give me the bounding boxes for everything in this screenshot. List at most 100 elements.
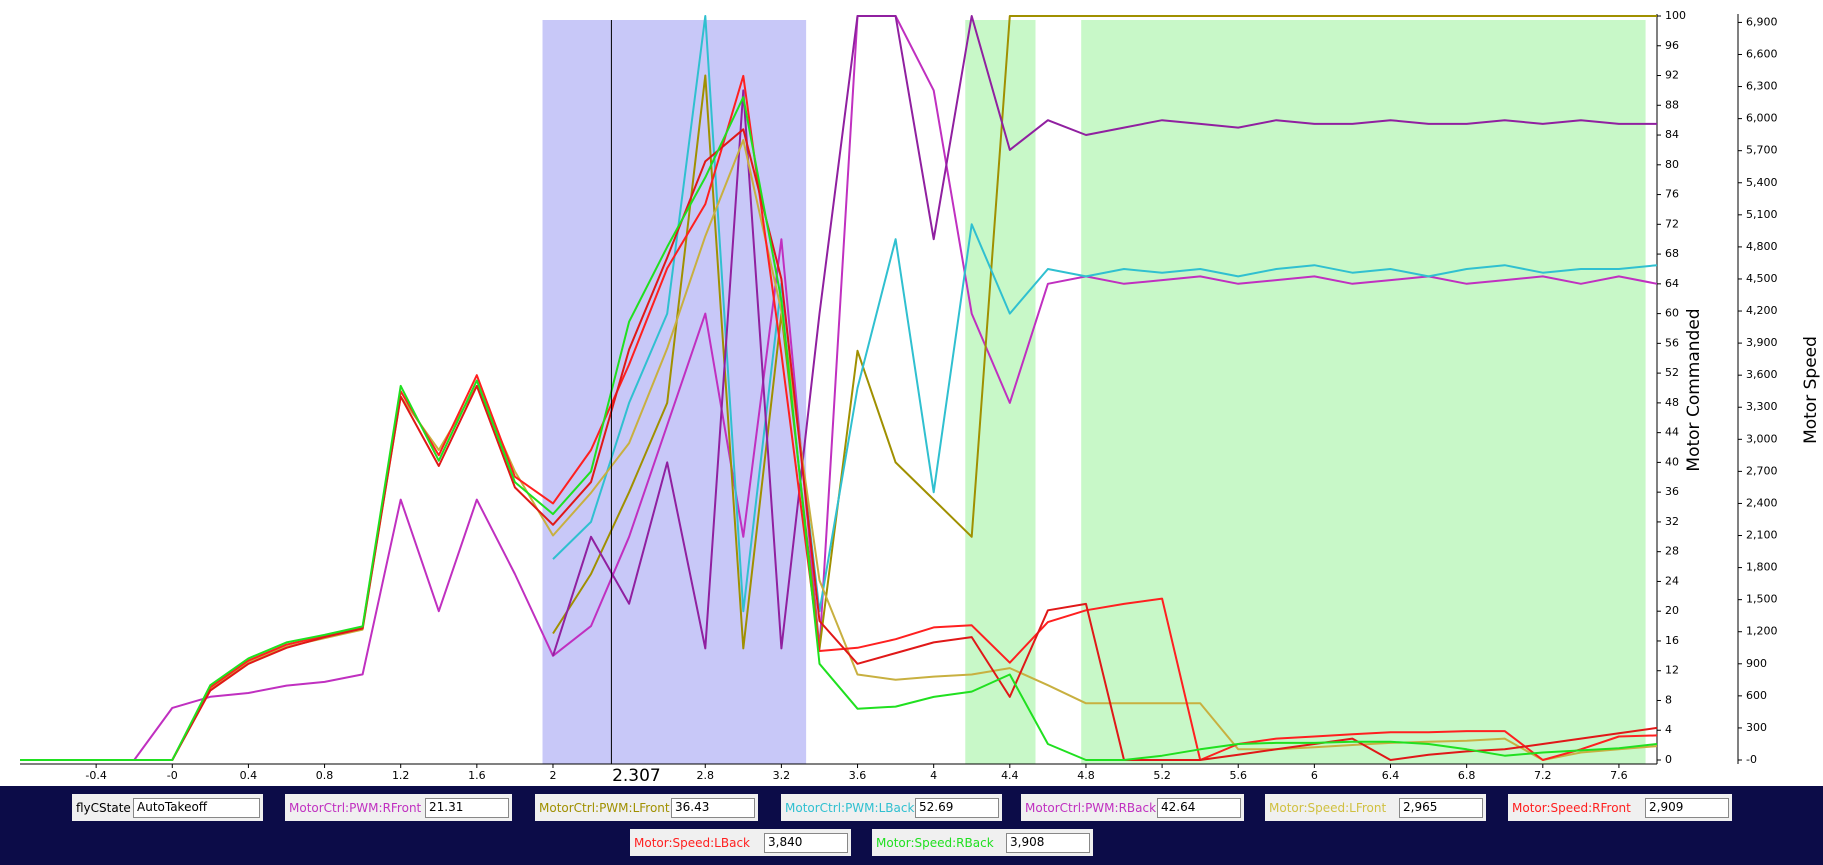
y2-tick-label: 3,900 xyxy=(1746,336,1778,349)
y2-tick-label: 4,500 xyxy=(1746,272,1778,285)
readout-label: flyCState xyxy=(76,800,131,815)
y2-tick-label: 6,900 xyxy=(1746,15,1778,28)
x-tick-label: 7.2 xyxy=(1534,769,1552,782)
y-tick-label: 28 xyxy=(1665,545,1679,558)
readout-label: MotorCtrl:PWM:RFront xyxy=(289,800,422,815)
readout-label: MotorCtrl:PWM:LFront xyxy=(539,800,670,815)
x-tick-label: -0 xyxy=(167,769,178,782)
y2-tick-label: 600 xyxy=(1746,689,1767,702)
y-tick-label: 44 xyxy=(1665,426,1679,439)
y-tick-label: 56 xyxy=(1665,336,1679,349)
y-tick-label: 60 xyxy=(1665,307,1679,320)
shaded-region xyxy=(1081,20,1646,764)
x-tick-label: 3.6 xyxy=(849,769,867,782)
readout-label: MotorCtrl:PWM:LBack xyxy=(785,800,915,815)
x-tick-label: 5.6 xyxy=(1229,769,1247,782)
x-tick-label: 1.2 xyxy=(392,769,410,782)
readout-label: Motor:Speed:RFront xyxy=(1512,800,1631,815)
y-tick-label: 32 xyxy=(1665,515,1679,528)
y2-tick-label: 3,600 xyxy=(1746,368,1778,381)
x-tick-label: 0.8 xyxy=(316,769,334,782)
x-tick-label: 2.8 xyxy=(697,769,715,782)
x-tick-label: 6.8 xyxy=(1458,769,1476,782)
y-tick-label: 100 xyxy=(1665,9,1686,22)
state-readout: flyCState AutoTakeoff xyxy=(72,794,263,821)
shaded-region xyxy=(542,20,807,764)
y-tick-label: 80 xyxy=(1665,158,1679,171)
readout: MotorCtrl:PWM:RFront 21.31 xyxy=(285,794,512,821)
readout: Motor:Speed:LBack 3,840 xyxy=(630,829,851,856)
series-line xyxy=(20,74,1658,761)
y-tick-label: 96 xyxy=(1665,39,1679,52)
x-tick-label: 5.2 xyxy=(1153,769,1171,782)
y2-tick-label: 1,800 xyxy=(1746,561,1778,574)
y-tick-label: 40 xyxy=(1665,455,1679,468)
x-tick-label: 3.2 xyxy=(773,769,791,782)
y-tick-label: 0 xyxy=(1665,753,1672,766)
x-tick-label: 4.8 xyxy=(1077,769,1095,782)
cursor-label-box xyxy=(607,766,666,786)
y2-tick-label: 300 xyxy=(1746,721,1767,734)
readout: Motor:Speed:RFront 2,909 xyxy=(1508,794,1732,821)
y-tick-label: 52 xyxy=(1665,366,1679,379)
cursor-panel: flyCState AutoTakeoff MotorCtrl:PWM:RFron… xyxy=(0,786,1823,865)
y2-tick-label: 3,000 xyxy=(1746,432,1778,445)
y2-tick-label: 2,700 xyxy=(1746,464,1778,477)
readout: MotorCtrl:PWM:RBack 42.64 xyxy=(1021,794,1244,821)
x-tick-label: 2 xyxy=(549,769,556,782)
y-tick-label: 88 xyxy=(1665,98,1679,111)
x-tick-label: -0.4 xyxy=(85,769,106,782)
x-tick-label: 1.6 xyxy=(468,769,486,782)
y2-tick-label: 2,400 xyxy=(1746,496,1778,509)
cursor-label: 2.307 xyxy=(612,766,661,786)
readout-value[interactable]: 21.31 xyxy=(425,797,509,818)
series-line xyxy=(20,15,1658,761)
y2-tick-label: 3,300 xyxy=(1746,400,1778,413)
readout-value[interactable]: 3,908 xyxy=(1006,832,1090,853)
x-tick-label: 0.4 xyxy=(240,769,258,782)
readout-label: Motor:Speed:RBack xyxy=(876,835,994,850)
y-tick-label: 64 xyxy=(1665,277,1679,290)
y-tick-label: 16 xyxy=(1665,634,1679,647)
readout-value[interactable]: 3,840 xyxy=(764,832,848,853)
series-line xyxy=(20,128,1658,761)
y2-tick-label: 5,700 xyxy=(1746,144,1778,157)
readout-value[interactable]: 2,965 xyxy=(1399,797,1483,818)
y2-tick-label: 4,200 xyxy=(1746,304,1778,317)
y2-axis-title: Motor Speed xyxy=(1801,336,1821,444)
y2-tick-label: -0 xyxy=(1746,753,1757,766)
readout: MotorCtrl:PWM:LFront 36.43 xyxy=(535,794,758,821)
y-tick-label: 36 xyxy=(1665,485,1679,498)
x-tick-label: 4 xyxy=(930,769,937,782)
chart: Motor Commanded Motor Speed -0.4 -0 0.4 0.8… xyxy=(20,9,1821,786)
x-tick-label: 6.4 xyxy=(1382,769,1400,782)
y2-tick-label: 1,200 xyxy=(1746,625,1778,638)
series-line xyxy=(20,96,1658,761)
readout-value[interactable]: 42.64 xyxy=(1157,797,1241,818)
y2-tick-label: 6,000 xyxy=(1746,112,1778,125)
y2-tick-label: 5,400 xyxy=(1746,176,1778,189)
x-tick-label: 4.4 xyxy=(1001,769,1019,782)
y-tick-label: 8 xyxy=(1665,693,1672,706)
y2-tick-label: 5,100 xyxy=(1746,208,1778,221)
readout: Motor:Speed:LFront 2,965 xyxy=(1265,794,1486,821)
y-tick-label: 76 xyxy=(1665,188,1679,201)
y-tick-label: 24 xyxy=(1665,574,1679,587)
readout-value[interactable]: 2,909 xyxy=(1645,797,1729,818)
y-tick-label: 20 xyxy=(1665,604,1679,617)
readout: MotorCtrl:PWM:LBack 52.69 xyxy=(781,794,1002,821)
readout-value[interactable]: 36.43 xyxy=(671,797,755,818)
readout-value[interactable]: 52.69 xyxy=(915,797,999,818)
y2-tick-label: 6,600 xyxy=(1746,47,1778,60)
readout-label: Motor:Speed:LFront xyxy=(1269,800,1387,815)
readout-value[interactable]: AutoTakeoff xyxy=(133,797,260,818)
x-tick-label: 6 xyxy=(1311,769,1318,782)
y-tick-label: 12 xyxy=(1665,664,1679,677)
y-tick-label: 4 xyxy=(1665,723,1672,736)
y2-tick-label: 2,100 xyxy=(1746,529,1778,542)
y-tick-label: 48 xyxy=(1665,396,1679,409)
readout-label: Motor:Speed:LBack xyxy=(634,835,750,850)
y-tick-label: 92 xyxy=(1665,69,1679,82)
y-tick-label: 72 xyxy=(1665,217,1679,230)
